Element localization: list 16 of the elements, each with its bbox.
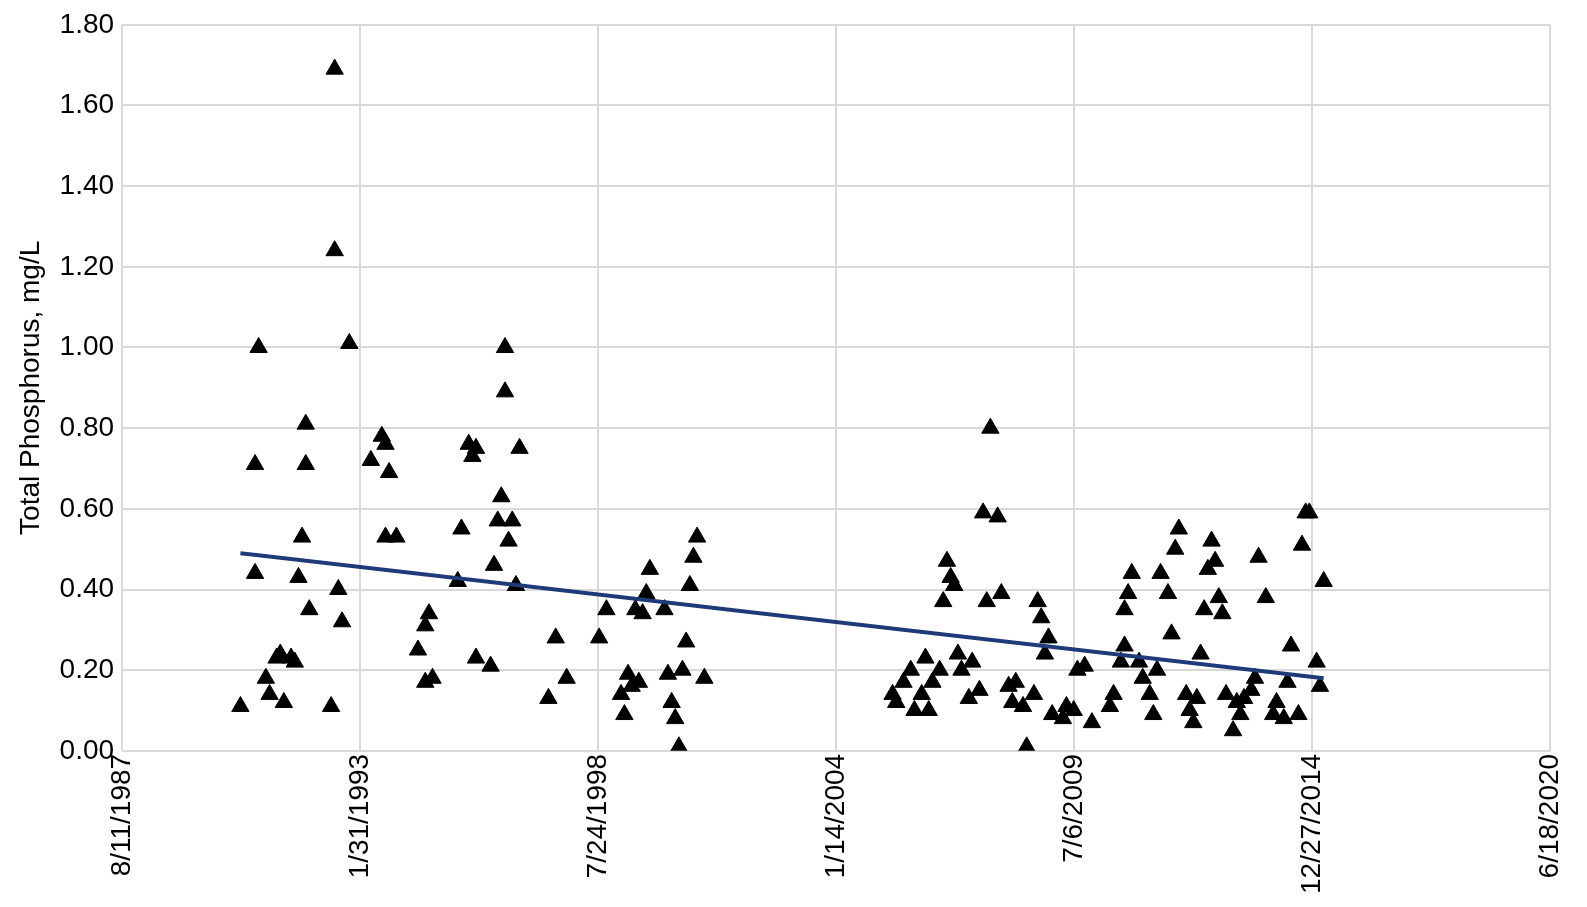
y-tick-label: 1.60 <box>59 88 115 120</box>
y-tick-label: 1.20 <box>59 249 115 281</box>
x-tick-label: 6/18/2020 <box>1533 753 1565 879</box>
x-tick-label: 1/14/2004 <box>818 753 850 879</box>
y-tick-label: 0.40 <box>59 572 115 604</box>
y-tick-label: 0.80 <box>59 410 115 442</box>
x-tick-label: 12/27/2014 <box>1295 753 1327 894</box>
y-tick-label: 1.40 <box>59 168 115 200</box>
y-axis-title: Total Phosphorus, mg/L <box>13 240 45 535</box>
x-tick-label: 7/24/1998 <box>580 753 612 879</box>
y-tick-label: 1.00 <box>59 330 115 362</box>
y-tick-label: 1.80 <box>59 7 115 39</box>
x-tick-label: 1/31/1993 <box>342 753 374 879</box>
x-tick-label: 7/6/2009 <box>1057 753 1089 863</box>
y-tick-label: 0.20 <box>59 652 115 684</box>
y-tick-label: 0.60 <box>59 491 115 523</box>
